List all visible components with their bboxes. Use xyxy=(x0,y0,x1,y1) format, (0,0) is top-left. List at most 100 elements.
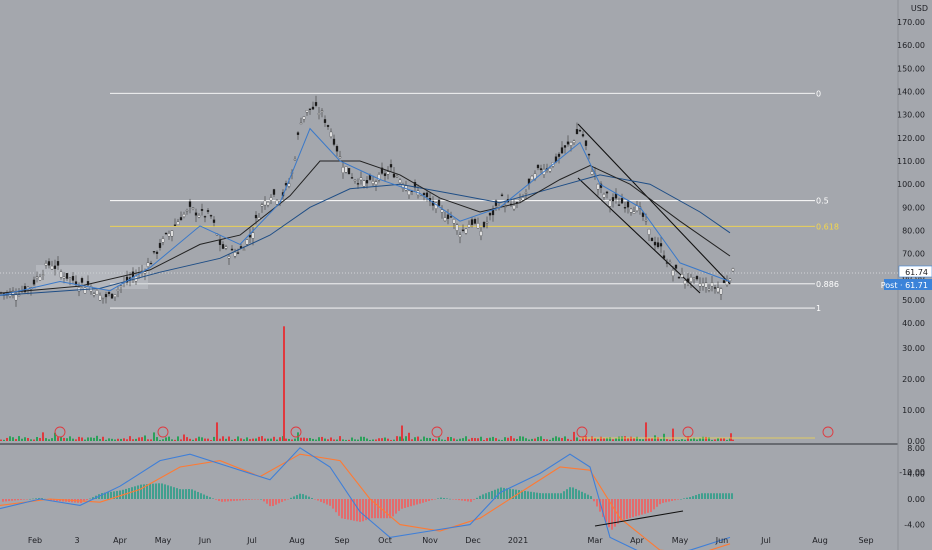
candle-body xyxy=(146,262,150,267)
volume-bar xyxy=(369,439,371,441)
price-tick-label: 100.00 xyxy=(897,180,925,189)
fibonacci-retracement[interactable]: 0 0.5 0.618 0.886 1 xyxy=(110,89,839,313)
candle-body xyxy=(266,201,270,206)
macd-histogram-bar xyxy=(32,498,34,500)
candle-body xyxy=(56,261,60,266)
price-tick-label: 130.00 xyxy=(897,111,925,120)
candle-body xyxy=(125,276,129,283)
volume-bar xyxy=(288,438,290,441)
volume-bar xyxy=(531,438,533,441)
channel-upper-line[interactable] xyxy=(577,123,731,285)
volume-bar xyxy=(249,439,251,441)
candle-body xyxy=(92,293,96,296)
macd-histogram-bar xyxy=(437,498,439,499)
volume-bar xyxy=(354,439,356,441)
macd-histogram-bar xyxy=(245,499,247,501)
volume-bar xyxy=(327,439,329,441)
candle-body xyxy=(536,164,540,169)
macd-histogram-bar xyxy=(500,487,502,499)
channel-lower-line[interactable] xyxy=(577,177,701,294)
volume-bar xyxy=(111,438,113,441)
candle-body xyxy=(476,223,480,229)
candle-body xyxy=(332,138,336,145)
volume-bar xyxy=(330,437,332,441)
candle-body xyxy=(233,252,237,257)
volume-bar xyxy=(423,436,425,441)
volume-bar xyxy=(420,439,422,441)
volume-bar xyxy=(240,438,242,441)
macd-histogram-bar xyxy=(572,487,574,499)
macd-histogram-bar xyxy=(53,499,55,501)
candle-body xyxy=(596,183,600,190)
price-tick-label: 170.00 xyxy=(897,18,925,27)
candle-body xyxy=(107,292,111,294)
candle-body xyxy=(119,285,123,287)
macd-histogram-bar xyxy=(608,499,610,528)
volume-bar xyxy=(435,439,437,441)
macd-histogram-bar xyxy=(665,499,667,503)
price-axis[interactable]: 170.00 160.00 150.00 140.00 130.00 120.00 110.… xyxy=(897,18,925,328)
volume-bar xyxy=(228,436,230,441)
volume-bar xyxy=(27,438,29,441)
volume-bar xyxy=(606,437,608,441)
macd-histogram-bar xyxy=(731,493,733,499)
volume-bar xyxy=(543,439,545,441)
volume-bar xyxy=(684,439,686,441)
macd-histogram-bar xyxy=(506,488,508,499)
candle-body xyxy=(248,235,252,238)
candle-body xyxy=(374,181,378,185)
event-marker-circle xyxy=(682,426,694,438)
volume-bar xyxy=(225,438,227,441)
macd-histogram-bar xyxy=(200,493,202,499)
volume-bar xyxy=(324,438,326,441)
macd-histogram-bar xyxy=(689,497,691,499)
volume-bar xyxy=(483,439,485,441)
macd-histogram-bar xyxy=(17,499,19,501)
time-axis[interactable]: Feb 3 Apr May Jun Jul Aug Sep Oct Nov Dec 2021 Mar Ap… xyxy=(28,536,874,545)
price-tick-label: 150.00 xyxy=(897,64,925,73)
volume-spike-bar xyxy=(645,422,647,441)
candle-body xyxy=(38,276,42,281)
trendline-channel[interactable] xyxy=(577,123,731,294)
volume-bar xyxy=(573,431,575,441)
candle-body xyxy=(371,181,375,184)
macd-histogram-bar xyxy=(287,499,289,500)
candle-body xyxy=(623,207,627,209)
candle-body xyxy=(269,197,273,201)
macd-histogram-bar xyxy=(605,499,607,523)
candle-body xyxy=(614,193,618,199)
macd-divergence-line[interactable] xyxy=(594,510,684,527)
macd-histogram-bar xyxy=(347,499,349,520)
volume-bar xyxy=(291,439,293,441)
macd-histogram-bar xyxy=(272,499,274,507)
candle-body xyxy=(197,215,201,218)
price-tick-label: 120.00 xyxy=(897,134,925,143)
volume-tick-label: 0.00 xyxy=(907,437,925,446)
price-tick-label: 110.00 xyxy=(897,157,925,166)
volume-bar xyxy=(498,439,500,441)
macd-histogram-bar xyxy=(431,499,433,501)
time-tick-label: Feb xyxy=(28,536,42,545)
candle-body xyxy=(377,174,381,181)
event-markers[interactable] xyxy=(54,426,834,438)
macd-histogram-bar xyxy=(356,499,358,522)
candle-body xyxy=(47,261,51,266)
volume-bar xyxy=(663,433,665,441)
volume-bar xyxy=(456,439,458,441)
candle-body xyxy=(644,220,648,222)
candle-body xyxy=(641,212,645,217)
volume-bar xyxy=(351,437,353,441)
volume-bar xyxy=(648,438,650,441)
macd-histogram-bar xyxy=(14,499,16,501)
volume-bar xyxy=(309,437,311,441)
macd-histogram-bar xyxy=(344,499,346,519)
candle-body xyxy=(656,242,660,248)
macd-histogram-bar xyxy=(131,487,133,499)
price-tick-label: 90.00 xyxy=(902,203,925,212)
macd-histogram-bar xyxy=(296,495,298,499)
volume-bar xyxy=(609,437,611,441)
candle-body xyxy=(242,249,246,251)
macd-histogram-bar xyxy=(191,489,193,499)
volume-bar xyxy=(39,437,41,441)
